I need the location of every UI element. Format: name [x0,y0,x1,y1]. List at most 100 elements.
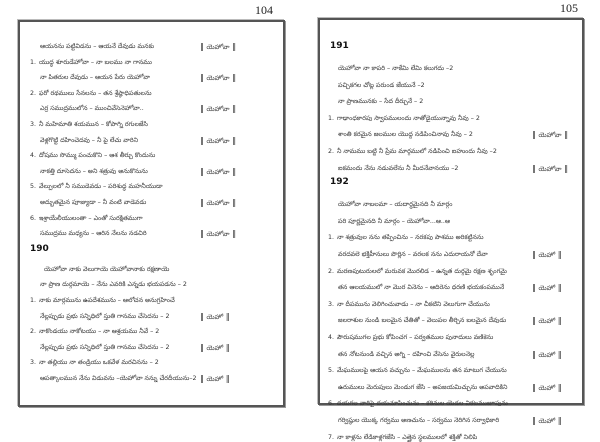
song-number-heading: 190 [30,243,49,254]
lyric-text: ఫరో రథములు సేనలను – తన శ్రేష్ఠాధిపతులను [39,89,152,97]
lyric-line: నా ప్రాణమునకు – సేద దీర్చునే – 2 [338,97,423,106]
lyric-line: యెహోవా నాకు వెలుగాయె యెహోవానాకు రక్షణాయె [44,265,169,274]
refrain-text: యెహో [538,351,556,359]
lyric-line: తన నోటనుండి వచ్చిన అగ్ని – దహించి వేసెను… [338,350,474,359]
lyric-line: ఉరుములు మెరుపులు మెండుగ జేసి – అపజయమిచ్చ… [338,383,507,392]
lyric-line: 5. మేఘములపై ఆయన వచ్చును – మేఘములను తన మాట… [328,366,507,375]
lyric-line: యెహోవా నాబలమా – యదార్థమైనది నీ మార్గం [338,200,453,209]
refrain-text: యెహో [206,376,224,383]
lyric-line: 4. దోషము సొమ్ము పంచుకొని – ఆశ తీర్చు కొంద… [30,151,155,160]
refrain-marker: ‖ యెహోవా ‖ [200,42,237,51]
lyric-text: వెళ్లగొట్టి దహించెదవు – నీ పై లేచు వారిన… [40,136,139,144]
refrain-marker: ‖ యెహో ‖ [532,349,562,359]
refrain-marker: ‖ యెహో ‖ [532,316,562,326]
lyric-text: నా శత్రువుల నను తప్పించిను – నరకపు పాశము… [337,234,484,242]
refrain-marker: ‖ యెహో ‖ [532,283,562,293]
page-number-right: 105 [560,1,578,15]
lyric-line: నా పితరుల దేవుడు – ఆయన పేరు యెహోవా [40,73,150,82]
lyric-line: 2. ఫరో రథములు సేనలను – తన శ్రేష్ఠాధిపతులన… [30,89,152,98]
verse-number: 2. [328,267,335,275]
lyric-text: శాంతి కరమైన జలముల యొద్ద నడిపించినావు నీవ… [338,131,473,139]
lyric-text: ఇశ్రాయేలీయులంతా – ఎంతో సురక్షితముగా [39,214,143,222]
verse-number: 1. [30,297,37,304]
refrain-marker: ‖ యెహో ‖ [200,374,230,383]
lyric-text: నా పితరుల దేవుడు – ఆయన పేరు యెహోవా [40,74,150,82]
lyric-line: యెహోవా నా కాపరి – నాకేమి లేమి కలుగదు –2 [338,64,453,73]
refrain-text: యెహోవా [206,106,230,114]
lyric-line: 3. నీ మహిమాతి శయమున – కోపాగ్ని రగులజేసి [30,120,148,129]
refrain-text: యెహో [206,344,224,352]
lyric-line: ఎర్ర సముద్రములోన – ముంచివేసెనెహోవా.. [40,104,144,113]
verse-number: 1. [328,234,335,242]
lyric-text: ఉరుములు మెరుపులు మెండుగ జేసి – అపజయమిచ్చ… [338,383,508,391]
lyric-line: 2. నీ నామము బట్టి నీ ప్రేమ మార్గములో నడిప… [328,147,497,156]
refrain-text: యెహో [538,285,556,293]
refrain-text: యెహో [538,318,556,326]
lyric-line: 6. ఇశ్రాయేలీయులంతా – ఎంతో సురక్షితముగా [30,214,143,223]
lyric-text: ఆయనను పట్టివిడను – ఆయనే దేవుడు మనకు [40,43,155,50]
lyric-text: దోషము సొమ్ము పంచుకొని – ఆశ తీర్చు కొందున… [39,152,156,160]
lyric-line: 1. గాఢాంధకారపు స్వాపములందు నాతోడైయున్నావు… [328,114,480,123]
lyric-text: మేఘములపై ఆయన వచ్చును – మేఘములను తన మాటుగ… [337,367,507,375]
lyric-text: నేల్లప్పుడు ప్రభు సన్నిధిలో స్తుతి గానము… [40,343,170,351]
verse-number: 7. [328,433,335,441]
lyric-text: యుద్ధ శూరుడేహోవా – నా బలము నా గానము [39,58,152,66]
lyric-line: శాంతి కరమైన జలముల యొద్ద నడిపించినావు నీవ… [338,130,473,139]
lyric-text: మరణపుటురులలో మరువక మొరలిడ – ఉన్నత దుర్గమ… [337,267,507,275]
refrain-text: యెహోవా [206,200,230,207]
verse-number: 6. [30,214,37,222]
lyric-line: నాకత్తి దూసెదను – అని శత్రువు అనుకొనును [40,167,148,176]
lyric-text: పరి పూర్ణమైనది నీ మార్గం – యెహోవా...ఆ..ఆ [338,217,450,225]
lyric-text: వేల్పులలో నీ సముడెవడు – పరిశుద్ధ మహనీయుడ… [39,183,163,191]
left-page-frame: ఆయనను పట్టివిడను – ఆయనే దేవుడు మనకు ‖ యెహ… [18,20,285,407]
refrain-marker: ‖ యెహోవా ‖ [200,229,237,239]
lyric-text: పౌరుషముగల ప్రభు కోపించగ – పర్వతముల పునాద… [337,334,494,341]
refrain-marker: ‖ యెహో ‖ [532,382,562,392]
refrain-text: యెహో [538,384,556,392]
refrain-marker: ‖ యెహో ‖ [532,416,562,425]
lyric-line: ఆయనను పట్టివిడను – ఆయనే దేవుడు మనకు [40,42,154,51]
lyric-line: 3. నా దీపమును వెలిగించువాడు – నా చీకటిని … [328,300,490,309]
refrain-marker: ‖ యెహోవా ‖ [200,198,237,207]
refrain-text: యెహో [206,313,224,321]
refrain-text: యెహోవా [206,231,230,239]
lyric-text: తన నోటనుండి వచ్చిన అగ్ని – దహించి వేసెను… [338,350,475,358]
verse-number: 2. [30,89,37,97]
lyric-line: 2. మరణపుటురులలో మరువక మొరలిడ – ఉన్నత దుర్… [328,267,507,276]
lyric-line: 4. పౌరుషముగల ప్రభు కోపించగ – పర్వతముల పున… [328,333,493,342]
lyric-line: సముద్రము మధ్యను – ఆరిన నేలను నడచిరి [40,229,147,238]
lyric-line: 1. నా శత్రువుల నను తప్పించిను – నరకపు పాశ… [328,233,484,242]
lyric-text: పచ్చికగల చోట్ల పరుండ జేయునే –2 [338,81,425,89]
refrain-text: యెహోవా [206,75,230,83]
refrain-marker: ‖ యెహోవా ‖ [200,166,237,176]
refrain-marker: ‖ యెహో ‖ [200,311,230,321]
lyric-line: 7. నా కాళ్లను లేడికాళ్లగజేసి – ఎత్తైన స్థ… [328,433,477,442]
verse-number: 1. [30,58,37,66]
lyric-line: వరదవలె భక్తిహీనులు పొర్లిన – వరలక నను ఎద… [338,250,488,259]
lyric-text: దయగల వారిపై దయచూపించును – కఠినుల యెడల వి… [337,400,508,408]
lyric-line: అద్భుతమైన పూజ్యుడా – నీ వంటి వాడెవడు [40,198,146,207]
lyric-text: వరదవలె భక్తిహీనులు పొర్లిన – వరలక నను ఎద… [338,251,488,258]
lyric-line: గర్విష్ఠుల యొక్క గర్వము అణచును – సర్వము … [338,416,499,425]
verse-number: 4. [328,334,335,341]
lyric-text: యెహోవా నాబలమా – యదార్థమైనది నీ మార్గం [338,201,453,209]
refrain-marker: ‖ యెహోవా ‖ [532,163,569,173]
verse-number: 5. [30,183,37,191]
song-number-heading: 192 [330,177,349,188]
lyric-text: సముద్రము మధ్యను – ఆరిన నేలను నడచిరి [40,230,147,238]
lyric-text: నా ప్రాణ దుర్గమాయె – నేను ఎవరికి ఎన్నడు … [40,281,187,289]
lyric-text: నీ నామము బట్టి నీ ప్రేమ మార్గములో నడిపిం… [337,148,497,155]
lyric-line: 1. నాకు మార్గమును ఉపదేశమును – ఆలోచన అనుగ్… [30,296,175,305]
lyric-text: నీ మహిమాతి శయమున – కోపాగ్ని రగులజేసి [39,121,148,128]
lyric-line: తన ఆలయములో నా మొర వినెను – ఆదిరెను ధరణి … [338,283,504,292]
lyric-text: ఐకమందు నేను నడువలేను నీ మీదనేవానయు –2 [338,164,459,172]
refrain-marker: ‖ యెహోవా ‖ [532,130,569,140]
refrain-marker: ‖ యెహో ‖ [532,250,562,259]
lyric-text: గాఢాంధకారపు స్వాపములందు నాతోడైయున్నావు న… [337,114,480,122]
verse-number: 2. [30,328,37,336]
lyric-text: నాకత్తి దూసెదను – అని శత్రువు అనుకొనును [40,167,148,175]
lyric-line: వెళ్లగొట్టి దహించెదవు – నీ పై లేచు వారిన… [40,136,138,145]
lyric-line: జలరాశుల నుండి బలమైన చేతితో – వెలుపల తీర్… [338,316,506,325]
lyric-line: 5. వేల్పులలో నీ సముడెవడు – పరిశుద్ధ మహనీయ… [30,182,163,191]
lyric-text: జలరాశుల నుండి బలమైన చేతితో – వెలుపల తీర్… [338,317,507,325]
